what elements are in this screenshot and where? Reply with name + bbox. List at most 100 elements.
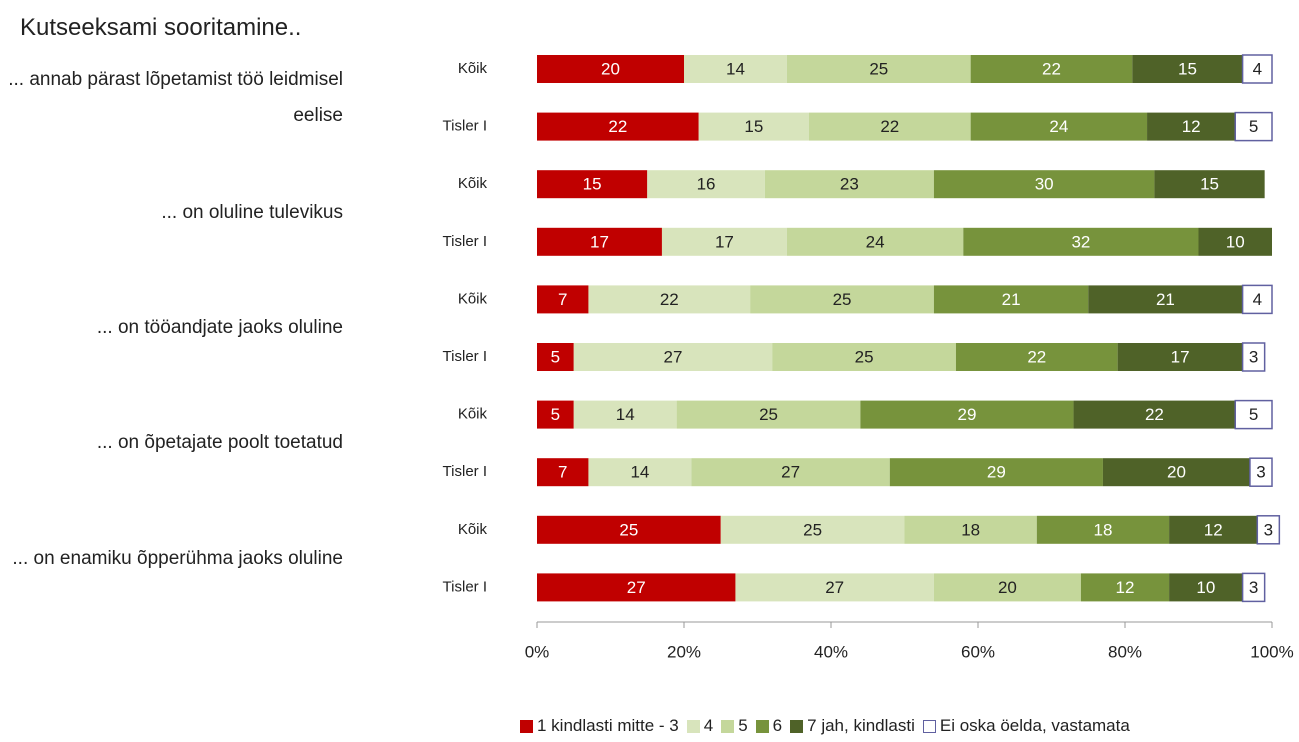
legend-item: 7 jah, kindlasti <box>790 716 915 736</box>
data-label: 25 <box>855 347 874 366</box>
bar-segment <box>1036 515 1170 544</box>
bar-segment <box>1241 342 1266 372</box>
legend-swatch <box>790 719 804 733</box>
legend: 1 kindlasti mitte - 3 4 5 6 7 jah, kindlasti… <box>520 716 1130 736</box>
data-label: 20 <box>998 578 1017 597</box>
bar-segment <box>786 227 964 256</box>
x-tick-label: 60% <box>961 642 995 661</box>
data-label: 27 <box>781 463 800 482</box>
bar-segment <box>684 55 787 83</box>
data-label: 5 <box>1249 117 1258 136</box>
bar-segment <box>772 343 956 371</box>
bar-segment <box>588 458 692 487</box>
bar-segment <box>1169 515 1258 544</box>
bar-segment <box>1241 54 1273 84</box>
data-label: 22 <box>1145 405 1164 424</box>
data-label: 12 <box>1182 117 1201 136</box>
legend-swatch <box>686 719 700 733</box>
data-label: 25 <box>803 520 822 539</box>
data-label: 3 <box>1249 578 1258 597</box>
bar-segment <box>933 170 1155 199</box>
data-label: 29 <box>958 405 977 424</box>
group-label: ... on oluline tulevikus <box>161 202 343 223</box>
data-label: 22 <box>880 117 899 136</box>
bar-segment <box>1198 227 1272 256</box>
bar-segment <box>1147 112 1236 141</box>
data-label: 30 <box>1035 175 1054 194</box>
legend-label: 6 <box>772 716 783 735</box>
data-label: 14 <box>616 405 635 424</box>
data-label: 3 <box>1264 520 1273 539</box>
legend-item: 1 kindlasti mitte - 3 <box>520 716 679 736</box>
data-label: 25 <box>759 405 778 424</box>
legend-swatch <box>755 719 769 733</box>
bar-segment <box>955 343 1118 371</box>
data-label: 7 <box>558 463 567 482</box>
bar-segment <box>860 400 1074 429</box>
data-label: 22 <box>660 290 679 309</box>
bar-segment <box>661 227 787 256</box>
bar-segment <box>1234 399 1273 430</box>
data-label: 17 <box>1171 347 1190 366</box>
x-tick-label: 100% <box>1250 642 1293 661</box>
bar-segment <box>786 55 971 83</box>
category-label: Kõik <box>458 406 488 423</box>
data-label: 5 <box>1249 405 1258 424</box>
bar-segment <box>970 55 1133 83</box>
bar-segment <box>537 170 648 199</box>
data-label: 24 <box>866 232 885 251</box>
legend-label: 4 <box>703 716 714 735</box>
bar-segment <box>1117 343 1243 371</box>
data-label: 24 <box>1049 117 1068 136</box>
bar-segment <box>963 227 1199 256</box>
group-label: ... on tööandjate jaoks oluline <box>96 317 343 339</box>
data-label: 22 <box>1042 59 1061 78</box>
bar-segment <box>1088 285 1243 314</box>
bar-segment <box>1169 573 1243 602</box>
bar-segment <box>1154 170 1265 199</box>
legend-item: 4 <box>686 716 714 736</box>
category-label: Tisler I <box>443 348 487 365</box>
data-label: 23 <box>840 175 859 194</box>
x-tick-label: 0% <box>525 642 550 661</box>
data-label: 15 <box>1178 59 1197 78</box>
legend-swatch <box>721 719 735 733</box>
x-tick-label: 20% <box>667 642 701 661</box>
legend-swatch <box>520 719 533 733</box>
bar-segment <box>1080 573 1170 602</box>
data-label: 7 <box>558 290 567 309</box>
data-label: 5 <box>551 347 560 366</box>
category-label: Kõik <box>458 60 488 77</box>
bar-segment <box>1241 572 1266 603</box>
bar-segment <box>1102 458 1250 487</box>
data-label: 20 <box>1167 463 1186 482</box>
category-label: Tisler I <box>443 233 487 250</box>
data-label: 25 <box>869 59 888 78</box>
data-label: 3 <box>1249 347 1258 366</box>
legend-label: 5 <box>738 716 748 735</box>
data-label: 27 <box>825 578 844 597</box>
legend-item: 6 <box>755 716 783 736</box>
bar-segment <box>691 458 890 487</box>
data-label: 25 <box>619 520 638 539</box>
chart-title: Kutseeksami sooritamine.. <box>20 14 302 41</box>
data-label: 15 <box>1200 175 1219 194</box>
bar-segment <box>1256 515 1281 545</box>
category-label: Tisler I <box>443 118 487 135</box>
data-label: 10 <box>1226 232 1245 251</box>
legend-label: 1 kindlasti mitte - 3 <box>537 716 679 735</box>
data-label: 18 <box>961 520 980 539</box>
data-label: 15 <box>583 175 602 194</box>
data-label: 27 <box>664 347 683 366</box>
data-label: 5 <box>551 405 560 424</box>
bar-segment <box>537 458 589 487</box>
bar-segment <box>1073 400 1236 429</box>
data-label: 14 <box>726 59 745 78</box>
data-label: 4 <box>1253 290 1262 309</box>
bar-segment <box>537 227 662 256</box>
bar-segment <box>933 573 1081 602</box>
x-tick-label: 40% <box>814 642 848 661</box>
bar-segment <box>647 170 765 199</box>
